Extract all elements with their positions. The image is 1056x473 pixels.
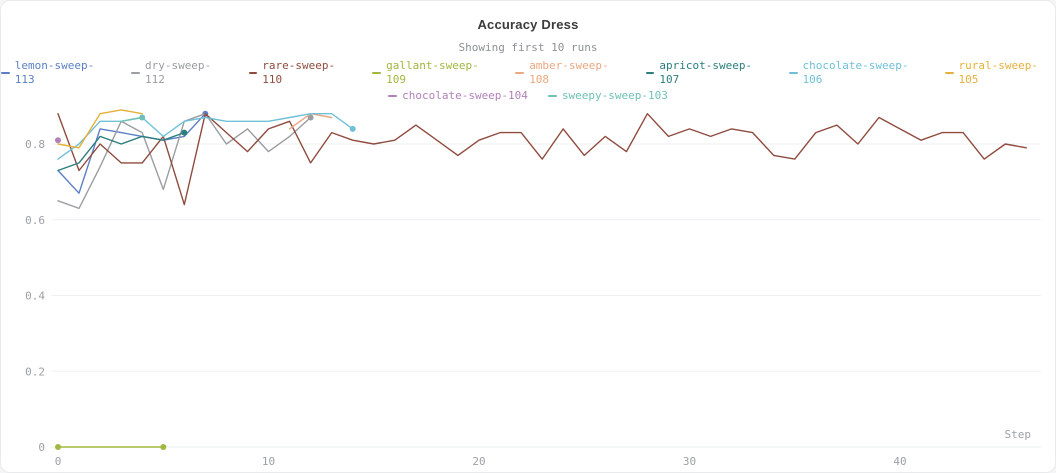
chart-svg[interactable]: 0 0.2 0.4 0.6 0.8 0 10 20 30 40 Step <box>1 105 1056 473</box>
legend-row: chocolate-sweep-104 sweepy-sweep-103 <box>388 89 668 103</box>
legend-row: lemon-sweep-113 dry-sweep-112 rare-sweep-1… <box>1 59 1055 87</box>
legend-swatch-icon <box>131 72 140 74</box>
series-line-apricot-sweep-107[interactable] <box>57 131 186 172</box>
legend-label: dry-sweep-112 <box>144 59 212 86</box>
legend-item-rural-sweep-105[interactable]: rural-sweep-105 <box>944 59 1055 87</box>
legend-swatch-icon <box>788 72 798 74</box>
legend-swatch-icon <box>248 72 258 74</box>
legend-label: gallant-sweep-109 <box>386 59 479 86</box>
series-end-dot-chocolate-sweep-106[interactable] <box>349 125 356 132</box>
y-tick-label: 0.8 <box>25 138 45 151</box>
series-start-dot-gallant-sweep-109[interactable] <box>55 444 61 450</box>
legend-swatch-icon <box>1 72 10 74</box>
series-end-dot-sweepy-sweep-103[interactable] <box>139 114 146 121</box>
legend-swatch-icon <box>372 72 382 74</box>
x-axis-label: Step <box>1005 428 1032 441</box>
y-tick-label: 0 <box>38 441 45 454</box>
x-tick-label: 0 <box>55 455 62 468</box>
legend: lemon-sweep-113 dry-sweep-112 rare-sweep-1… <box>1 59 1055 103</box>
legend-swatch-icon <box>645 72 655 74</box>
legend-swatch-icon <box>515 72 525 74</box>
legend-swatch-icon <box>388 95 398 97</box>
legend-swatch-icon <box>944 72 954 74</box>
x-tick-label: 40 <box>893 455 906 468</box>
series-line-rural-sweep-105[interactable] <box>57 109 143 149</box>
legend-item-apricot-sweep-107[interactable]: apricot-sweep-107 <box>645 59 769 87</box>
series-line-sweepy-sweep-103[interactable] <box>120 116 143 122</box>
legend-swatch-icon <box>547 95 557 97</box>
legend-item-chocolate-sweep-106[interactable]: chocolate-sweep-106 <box>788 59 925 87</box>
series-end-dot-dry-sweep-112[interactable] <box>307 114 314 121</box>
legend-item-sweepy-sweep-103[interactable]: sweepy-sweep-103 <box>547 89 668 103</box>
series-start-dot-chocolate-sweep-104[interactable] <box>55 137 61 144</box>
legend-item-dry-sweep-112[interactable]: dry-sweep-112 <box>131 59 228 87</box>
x-tick-label: 30 <box>683 455 696 468</box>
y-tick-label: 0.6 <box>25 214 45 227</box>
legend-label: apricot-sweep-107 <box>659 59 753 86</box>
chart-title: Accuracy Dress <box>477 17 579 32</box>
series-end-dot-apricot-sweep-107[interactable] <box>181 129 188 136</box>
y-tick-label: 0.2 <box>25 365 45 378</box>
series-line-chocolate-sweep-106[interactable] <box>57 112 354 160</box>
legend-label: lemon-sweep-113 <box>14 59 95 86</box>
legend-label: chocolate-sweep-106 <box>802 59 909 86</box>
legend-item-rare-sweep-110[interactable]: rare-sweep-110 <box>248 59 353 87</box>
legend-label: rare-sweep-110 <box>262 59 336 86</box>
legend-item-amber-sweep-108[interactable]: amber-sweep-108 <box>515 59 625 87</box>
legend-item-chocolate-sweep-104[interactable]: chocolate-sweep-104 <box>388 89 528 103</box>
legend-label: sweepy-sweep-103 <box>561 89 668 102</box>
chart-subtitle: Showing first 10 runs <box>458 41 598 54</box>
legend-label: chocolate-sweep-104 <box>402 89 528 102</box>
legend-label: rural-sweep-105 <box>958 59 1038 86</box>
y-tick-label: 0.4 <box>25 290 45 303</box>
legend-label: amber-sweep-108 <box>529 59 609 86</box>
chart-area: 0 0.2 0.4 0.6 0.8 0 10 20 30 40 Step <box>1 105 1056 473</box>
x-tick-label: 10 <box>262 455 275 468</box>
series-line-lemon-sweep-113[interactable] <box>57 112 207 194</box>
x-tick-label: 20 <box>472 455 485 468</box>
legend-item-gallant-sweep-109[interactable]: gallant-sweep-109 <box>372 59 495 87</box>
series-line-rare-sweep-110[interactable] <box>57 112 1028 206</box>
series-end-dot-gallant-sweep-109[interactable] <box>160 444 167 450</box>
legend-item-lemon-sweep-113[interactable]: lemon-sweep-113 <box>1 59 111 87</box>
